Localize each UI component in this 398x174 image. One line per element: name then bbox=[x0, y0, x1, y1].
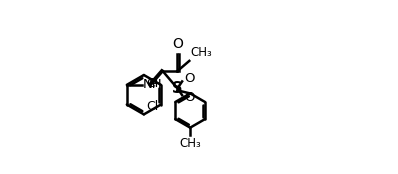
Text: O: O bbox=[172, 37, 183, 51]
Text: S: S bbox=[172, 81, 183, 96]
Text: O: O bbox=[184, 91, 194, 104]
Text: CH₃: CH₃ bbox=[190, 46, 212, 59]
Text: Cl: Cl bbox=[146, 77, 158, 90]
Text: Cl: Cl bbox=[146, 100, 158, 113]
Text: O: O bbox=[184, 72, 194, 85]
Text: CH₃: CH₃ bbox=[179, 137, 201, 150]
Text: NH: NH bbox=[143, 78, 163, 91]
